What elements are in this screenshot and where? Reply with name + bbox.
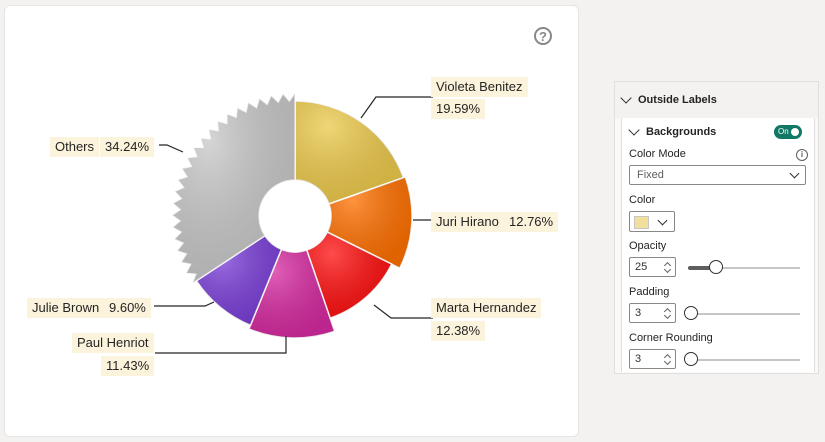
label-julie-pct: 9.60%	[104, 298, 151, 318]
toggle-label: On	[778, 127, 789, 136]
chevron-down-icon	[657, 215, 668, 226]
opacity-slider[interactable]	[688, 260, 800, 274]
backgrounds-toggle[interactable]: On	[774, 125, 802, 139]
chevron-down-icon	[620, 92, 632, 104]
padding-value: 3	[635, 307, 642, 319]
color-mode-value: Fixed	[637, 169, 664, 181]
label-marta-pct: 12.38%	[431, 321, 486, 341]
corner-rounding-value: 3	[635, 353, 642, 365]
stepper-icon[interactable]	[663, 259, 672, 275]
outside-labels-header[interactable]: Outside Labels	[615, 82, 818, 118]
stepper-icon[interactable]	[663, 305, 672, 321]
question-icon[interactable]: ?	[534, 27, 552, 45]
label-julie-name: Julie Brown	[27, 298, 105, 318]
section-title: Outside Labels	[638, 94, 717, 106]
opacity-input[interactable]: 25	[629, 257, 676, 277]
leader-line-marta	[373, 304, 433, 319]
backgrounds-card: Backgrounds On Color Mode i Fixed Color …	[621, 118, 815, 372]
stepper-icon[interactable]	[663, 351, 672, 367]
label-others-pct: 34.24%	[100, 137, 155, 157]
subsection-title: Backgrounds	[646, 126, 717, 138]
chevron-down-icon	[628, 124, 640, 136]
leader-line-others	[159, 144, 184, 153]
label-paul-pct: 11.43%	[101, 356, 155, 376]
corner-rounding-slider[interactable]	[684, 352, 800, 366]
chart-visual: ? Violeta Benitez 19.59% Juri Hirano 12.…	[4, 5, 579, 437]
color-picker[interactable]	[629, 211, 675, 232]
padding-label: Padding	[629, 286, 670, 298]
label-juri-name: Juri Hirano	[431, 212, 504, 232]
color-mode-label: Color Mode	[629, 148, 686, 160]
label-violeta-pct: 19.59%	[431, 99, 486, 119]
opacity-slider-fill	[688, 266, 716, 270]
padding-input[interactable]: 3	[629, 303, 676, 323]
info-icon[interactable]: i	[796, 149, 808, 161]
toggle-knob	[791, 128, 799, 136]
corner-rounding-input[interactable]: 3	[629, 349, 676, 369]
opacity-slider-thumb[interactable]	[709, 260, 723, 274]
color-mode-dropdown[interactable]: Fixed	[629, 165, 806, 185]
opacity-label: Opacity	[629, 240, 667, 252]
chevron-down-icon	[789, 168, 800, 179]
leader-line-paul	[155, 336, 287, 354]
corner-rounding-slider-thumb[interactable]	[684, 352, 698, 366]
label-others-name: Others	[50, 137, 100, 157]
color-label: Color	[629, 194, 656, 206]
label-juri-pct: 12.76%	[504, 212, 559, 232]
padding-slider[interactable]	[684, 306, 800, 320]
label-paul-name: Paul Henriot	[72, 333, 154, 353]
backgrounds-header[interactable]: Backgrounds	[628, 122, 717, 142]
color-swatch	[634, 216, 649, 229]
opacity-value: 25	[635, 261, 648, 273]
label-marta-name: Marta Hernandez	[431, 298, 542, 318]
leader-line-violeta	[360, 96, 433, 119]
padding-slider-thumb[interactable]	[684, 306, 698, 320]
leader-line-julie	[154, 301, 215, 307]
format-pane: Outside Labels Backgrounds On Color Mode…	[614, 81, 819, 374]
corner-rounding-label: Corner Rounding	[629, 332, 713, 344]
label-violeta-name: Violeta Benitez	[431, 77, 528, 97]
